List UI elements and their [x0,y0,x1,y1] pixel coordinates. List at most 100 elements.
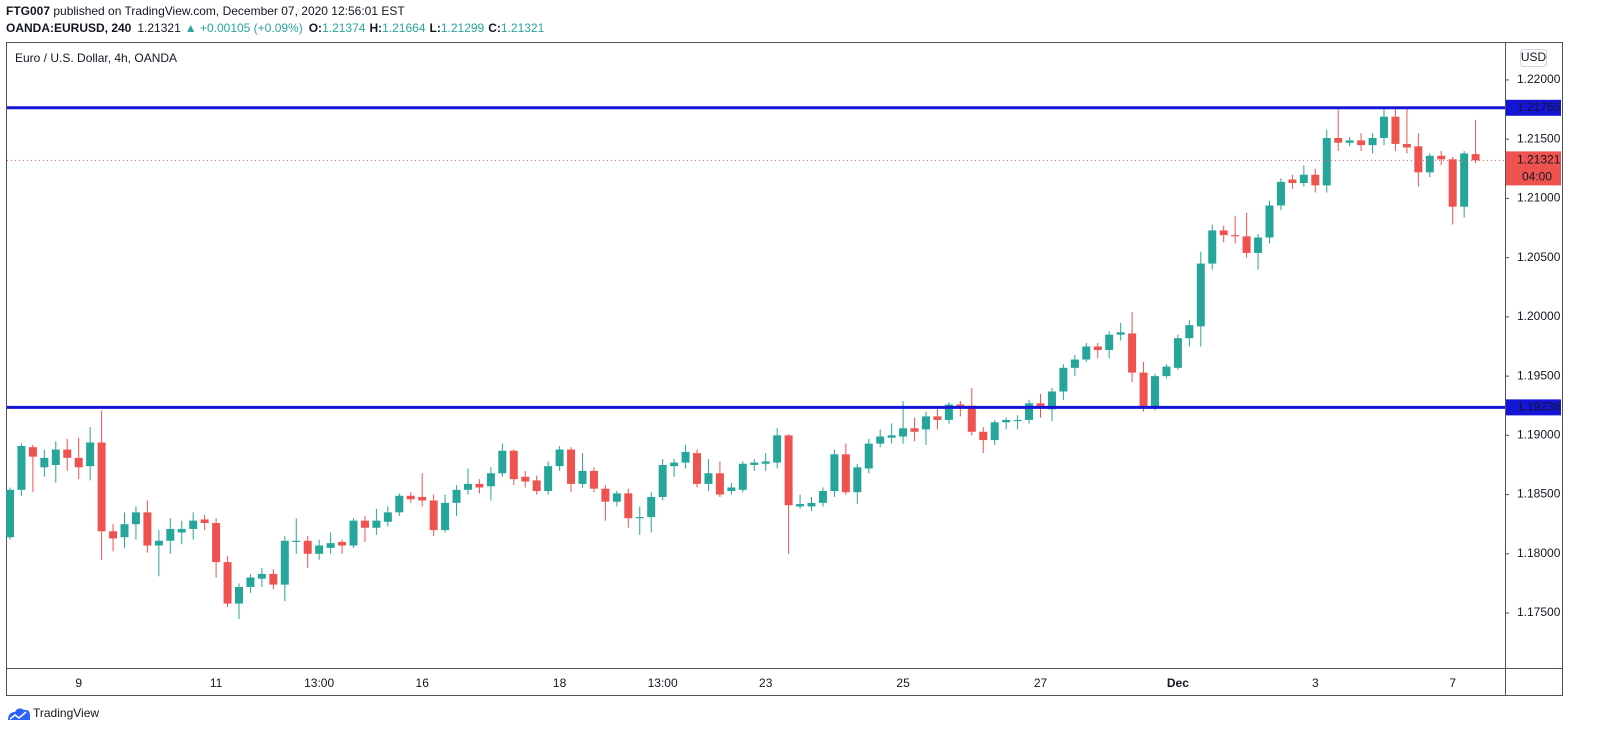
candle-body [1173,338,1182,368]
candle-body [1299,174,1308,184]
candle-body [1219,230,1228,236]
candle-body [1471,154,1480,161]
chart-title: Euro / U.S. Dollar, 4h, OANDA [15,51,177,65]
candle-body [944,404,953,420]
x-tick-label: 13:00 [648,676,678,690]
candle-body [40,457,49,468]
candle-body [922,416,930,430]
candle-body [544,466,553,492]
candle-body [841,454,850,493]
candle-body [200,519,209,524]
candle-body [246,577,255,587]
candle-body [956,404,965,407]
candle-body [658,464,667,497]
high-prefix: H: [369,21,382,35]
publisher: FTG007 [6,4,50,18]
candle-body [933,416,942,420]
y-tick-label: 1.21000 [1517,191,1561,205]
last-price: 1.21321 [137,21,181,35]
candle-body [1425,155,1434,173]
candle-body [738,463,747,490]
candle-body [154,540,163,546]
logo-line [9,711,27,720]
candle-body [74,457,83,468]
candle-body [1082,346,1091,360]
candle-body [910,428,919,432]
candle-body [120,524,129,538]
candle-body [315,545,324,554]
candle-body [1196,263,1205,327]
candle-body [143,512,152,546]
close-value: 1.21321 [501,21,545,35]
candle-body [1151,376,1159,407]
currency-box [1520,49,1547,67]
candle-body [647,496,656,518]
candle-body [360,520,369,528]
candle-body [475,483,484,488]
candle-body [383,512,392,522]
candle-body [269,573,278,585]
candle-body [372,520,381,528]
last-price-tag [1506,151,1561,186]
candle-body [452,489,461,503]
candle-body [418,496,427,501]
candle-body [131,512,140,525]
candle-body [521,476,530,482]
candle-body [1059,367,1068,392]
candle-body [967,405,976,432]
candle-body [51,449,60,465]
candle-body [853,467,862,493]
candle-body [818,491,827,503]
y-tick-label: 1.17500 [1517,605,1561,619]
candle-body [704,473,713,484]
candle-body [1460,153,1469,207]
level-tag [1506,399,1561,416]
last-price-label: 1.21321 [1517,153,1561,167]
candle-body [1139,372,1148,407]
candle-body [349,520,358,546]
candle-body [567,449,576,484]
x-tick-label: 18 [553,676,567,690]
candle-body [498,450,507,474]
candle-body [693,453,701,484]
candle-body [223,562,232,604]
x-tick-label: Dec [1167,676,1189,690]
candle-body [1334,138,1343,143]
candle-body [1437,155,1446,160]
candle-body [429,500,438,531]
candle-body [292,540,301,542]
candle-body [338,541,347,546]
candle-body [1311,174,1320,186]
candle-body [1380,116,1388,139]
candle-body [727,487,736,492]
close-prefix: C: [488,21,501,35]
candle-body [1254,237,1263,253]
open-prefix: O: [309,21,322,35]
candle-body [1448,159,1457,207]
level-label: 1.19236 [1517,400,1561,414]
candle-body [486,473,495,487]
candle-body [17,446,26,490]
high-value: 1.21664 [382,21,426,35]
candle-body [784,435,793,506]
candle-body [1162,366,1171,377]
candle-body [887,435,896,438]
candle-body [1357,140,1366,146]
candle-body [189,520,198,529]
open-value: 1.21374 [322,21,366,35]
candle-body [750,462,759,465]
x-tick-label: 16 [416,676,430,690]
y-tick-label: 1.19000 [1517,428,1561,442]
bar-timer: 04:00 [1522,170,1552,184]
x-tick-label: 7 [1449,676,1456,690]
candle-body [773,435,782,463]
candle-body [1345,140,1354,143]
candle-body [1025,403,1034,420]
candle-body [166,528,175,541]
low-prefix: L: [430,21,441,35]
candle-body [177,528,186,533]
candle-body [1002,419,1011,423]
candle-body [1288,179,1297,184]
